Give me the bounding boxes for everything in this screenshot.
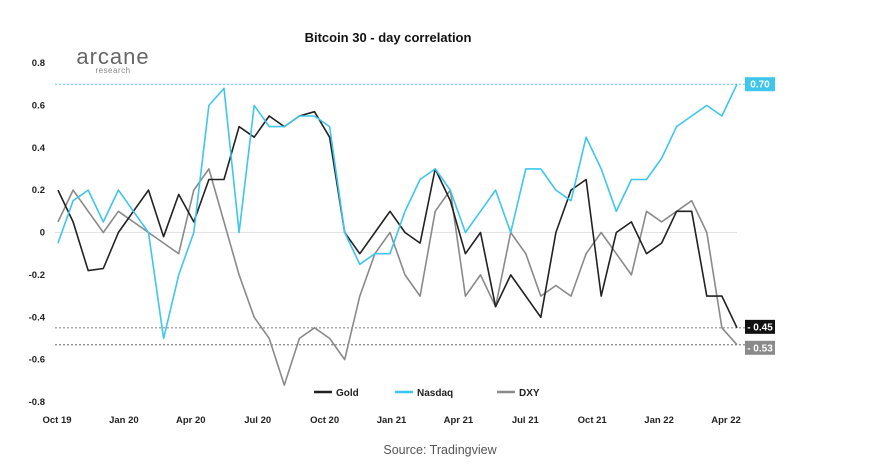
y-tick-label: -0.2 [29,270,45,281]
x-tick-label: Oct 20 [310,415,339,426]
y-tick-label: -0.4 [29,312,46,323]
badge-bg-nasdaq [745,77,775,92]
x-tick-label: Apr 21 [444,415,474,426]
series-line-gold [57,110,738,329]
x-tick-label: Jan 22 [644,415,674,426]
y-tick-label: 0.8 [32,58,45,69]
brand-logo: arcane [76,44,149,69]
x-tick-label: Jan 20 [109,415,139,426]
x-tick-label: Jan 21 [377,415,407,426]
x-tick-label: Jul 20 [244,415,271,426]
badge-bg-dxy [745,340,775,355]
chart-title: Bitcoin 30 - day correlation [305,30,472,45]
badge-dxy: - 0.53 [745,340,775,355]
reference-lines [55,83,747,346]
legend-item-nasdaq: Nasdaq [395,388,453,399]
x-tick-label: Apr 20 [176,415,206,426]
series-line-dxy [57,168,738,386]
badge-label-gold: - 0.45 [747,322,773,333]
y-tick-label: -0.6 [29,355,45,366]
source-note: Source: Tradingview [383,443,497,457]
badge-label-nasdaq: 0.70 [750,80,770,91]
legend: Gold Nasdaq DXY [314,388,540,399]
y-axis-ticks: 0.8 0.6 0.4 0.2 0 -0.2 -0.4 -0.6 -0.8 [29,58,46,408]
y-tick-label: 0.6 [32,100,45,111]
legend-label-dxy: DXY [519,388,540,399]
x-tick-label: Apr 22 [711,415,741,426]
badge-nasdaq: 0.70 [745,77,775,92]
y-tick-label: 0.4 [32,143,46,154]
y-tick-label: -0.8 [29,397,45,408]
legend-item-dxy: DXY [497,388,540,399]
legend-item-gold: Gold [314,388,359,399]
brand-logo-sub: research [95,66,130,75]
series-line-nasdaq [57,83,738,340]
badge-bg-gold [745,319,775,334]
x-tick-label: Oct 21 [578,415,608,426]
series-lines [57,83,738,386]
badge-label-dxy: - 0.53 [747,343,773,354]
legend-label-gold: Gold [336,388,359,399]
last-value-badges: - 0.53 - 0.45 0.70 [745,77,775,355]
x-tick-label: Oct 19 [42,415,71,426]
y-tick-label: 0 [40,228,45,239]
x-tick-label: Jul 21 [512,415,540,426]
y-tick-label: 0.2 [32,185,45,196]
x-axis-ticks: Oct 19 Jan 20 Apr 20 Jul 20 Oct 20 Jan 21 Apr … [42,415,740,426]
legend-label-nasdaq: Nasdaq [417,388,453,399]
badge-gold: - 0.45 [745,319,775,334]
